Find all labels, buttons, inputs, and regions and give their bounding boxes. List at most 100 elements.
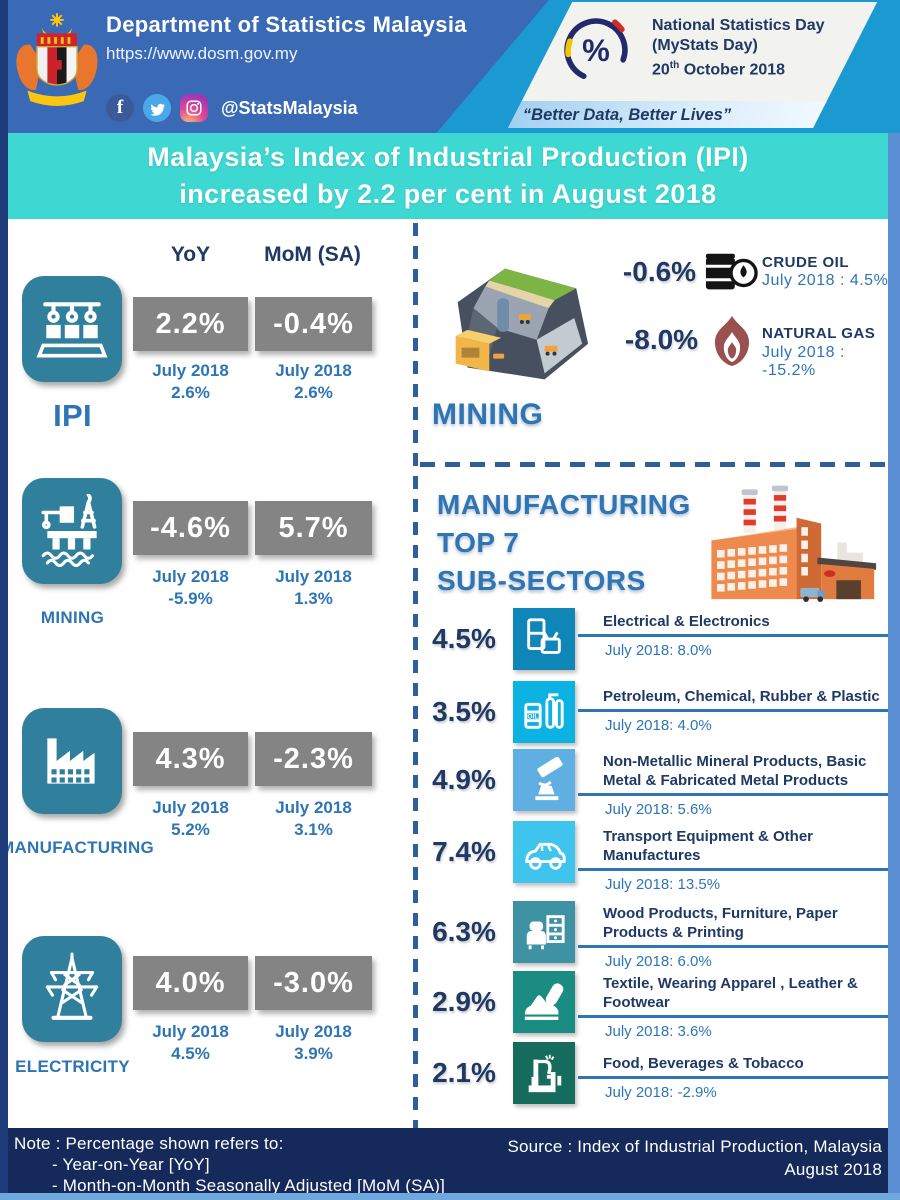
subsector-name: Food, Beverages & Tobacco <box>578 1054 888 1079</box>
grinder-icon <box>513 749 575 811</box>
manufacturing-icon <box>22 708 122 814</box>
shoe-fabric-icon <box>513 971 575 1033</box>
electricity-icon <box>22 936 122 1042</box>
manufacturing-yoy-value: 4.3% <box>133 732 248 786</box>
mystats-logo: % <box>564 18 629 82</box>
column-header-mom: MoM (SA) <box>264 243 361 266</box>
badge-line1: National Statistics Day <box>652 17 825 34</box>
malaysia-coat-of-arms-icon <box>16 13 98 106</box>
subsector-name: Wood Products, Furniture, Paper Products… <box>578 904 888 948</box>
subsector-value: 2.9% <box>432 986 496 1017</box>
electricity-yoy-previous: July 2018 4.5% <box>152 1022 229 1063</box>
electricity-yoy-value: 4.0% <box>133 956 248 1010</box>
ipi-icon <box>22 276 122 382</box>
subsector-previous: July 2018: -2.9% <box>605 1084 717 1101</box>
car-icon <box>513 821 575 883</box>
subsector-row-food-beverages: 2.1% Food, Beverages & Tobacco July 2018… <box>420 1042 888 1114</box>
natural-gas-label: NATURAL GAS <box>762 325 876 342</box>
title-banner: Malaysia’s Index of Industrial Productio… <box>8 133 888 219</box>
ipi-yoy-previous: July 2018 2.6% <box>152 361 229 402</box>
mining-yoy-value: -4.6% <box>133 501 248 555</box>
ipi-yoy-value: 2.2% <box>133 297 248 351</box>
crude-oil-icon <box>705 253 758 290</box>
subsector-row-textile-footwear: 2.9% Textile, Wearing Apparel , Leather … <box>420 971 888 1043</box>
truck-icon <box>800 587 825 603</box>
subsector-previous: July 2018: 13.5% <box>605 876 721 893</box>
sector-label-manufacturing: MANUFACTURING <box>0 838 155 857</box>
subsector-value: 7.4% <box>432 836 496 867</box>
social-row: f @StatsMalaysia <box>106 94 358 122</box>
footer-note-line3: - Month-on-Month Seasonally Adjusted [Mo… <box>52 1176 446 1195</box>
electricity-mom-previous: July 2018 3.9% <box>275 1022 352 1063</box>
twitter-icon <box>143 94 171 122</box>
right-border <box>888 133 900 1193</box>
beverage-dispenser-icon <box>513 1042 575 1104</box>
subsector-name: Transport Equipment & Other Manufactures <box>578 827 888 871</box>
mining-quarry-illustration <box>455 268 589 380</box>
manufacturing-mom-value: -2.3% <box>255 732 372 786</box>
sector-label-mining: MINING <box>40 608 105 627</box>
factory-icon <box>47 738 95 784</box>
mining-mom-value: 5.7% <box>255 501 372 555</box>
column-header-yoy: YoY <box>170 243 211 266</box>
header: Department of Statistics Malaysia https:… <box>0 0 900 133</box>
mining-icon <box>22 478 122 584</box>
sector-label-electricity: ELECTRICITY <box>15 1057 130 1076</box>
footer-source-line2: August 2018 <box>784 1160 882 1179</box>
badge-date: 20th October 2018 <box>652 60 786 79</box>
badge-line2: (MyStats Day) <box>652 37 758 54</box>
ipi-mom-value: -0.4% <box>255 297 372 351</box>
crude-oil-label: CRUDE OIL <box>762 254 849 271</box>
electricity-mom-value: -3.0% <box>255 956 372 1010</box>
left-border <box>0 0 8 1200</box>
subsector-name: Electrical & Electronics <box>578 612 888 637</box>
natural-gas-value: -8.0% <box>624 324 699 355</box>
mining-mom-previous: July 2018 1.3% <box>275 567 352 608</box>
subsector-row-electrical-electronics: 4.5% Electrical & Electronics July 2018:… <box>420 608 888 680</box>
crude-oil-previous: July 2018 : 4.5% <box>762 272 889 289</box>
horizontal-dashed-divider <box>420 462 886 467</box>
mining-panel-title: MINING <box>432 398 544 431</box>
sector-label-ipi: IPI <box>53 398 92 433</box>
footer-source-line1: Source : Index of Industrial Production,… <box>507 1137 882 1156</box>
subsector-row-transport: 7.4% Transport Equipment & Other Manufac… <box>420 821 888 893</box>
subsector-previous: July 2018: 8.0% <box>605 642 712 659</box>
subsector-name: Textile, Wearing Apparel , Leather & Foo… <box>578 974 888 1018</box>
footer-note-line1: Note : Percentage shown refers to: <box>14 1134 284 1153</box>
manufacturing-yoy-previous: July 2018 5.2% <box>152 798 229 839</box>
transmission-tower-icon <box>45 952 99 1020</box>
subsector-row-non-metallic: 4.9% Non-Metallic Mineral Products, Basi… <box>420 749 888 821</box>
subsector-previous: July 2018: 3.6% <box>605 1023 712 1040</box>
badge-title: National Statistics Day (MyStats Day) 20… <box>652 16 825 80</box>
svg-text:%: % <box>582 33 610 68</box>
subsector-value: 4.9% <box>432 764 496 795</box>
manufacturing-panel-title: MANUFACTURING TOP 7 SUB-SECTORS <box>437 489 691 596</box>
subsector-name: Non-Metallic Mineral Products, Basic Met… <box>578 752 888 796</box>
mining-yoy-previous: July 2018 -5.9% <box>152 567 229 608</box>
bottom-strip <box>0 1193 900 1200</box>
subsector-previous: July 2018: 5.6% <box>605 801 712 818</box>
svg-text:OIL: OIL <box>527 714 538 721</box>
subsector-value: 6.3% <box>432 916 496 947</box>
natural-gas-previous: July 2018 : -15.2% <box>762 344 845 379</box>
org-name: Department of Statistics Malaysia <box>106 12 467 37</box>
subsector-row-petroleum-chemical: 3.5% OIL Petroleum, Chemical, Rubber & P… <box>420 681 888 753</box>
footer: Note : Percentage shown refers to: - Yea… <box>0 1128 900 1195</box>
badge-motto: “Better Data, Better Lives” <box>522 106 732 124</box>
title-line1: Malaysia’s Index of Industrial Productio… <box>147 142 749 172</box>
subsector-value: 3.5% <box>432 696 496 727</box>
manufacturing-mom-previous: July 2018 3.1% <box>275 798 352 839</box>
instagram-icon <box>180 94 208 122</box>
crude-oil-value: -0.6% <box>622 256 697 287</box>
facebook-icon: f <box>106 94 134 122</box>
oil-rig-icon <box>41 494 97 567</box>
ipi-mom-previous: July 2018 2.6% <box>275 361 352 402</box>
factory-illustration <box>711 485 877 603</box>
ipi-machines-icon <box>36 302 108 358</box>
vertical-dashed-divider <box>413 223 418 1128</box>
org-website: https://www.dosm.gov.my <box>106 44 298 63</box>
title-line2: increased by 2.2 per cent in August 2018 <box>179 179 717 209</box>
electronics-icon <box>513 608 575 670</box>
natural-gas-icon <box>714 316 750 366</box>
